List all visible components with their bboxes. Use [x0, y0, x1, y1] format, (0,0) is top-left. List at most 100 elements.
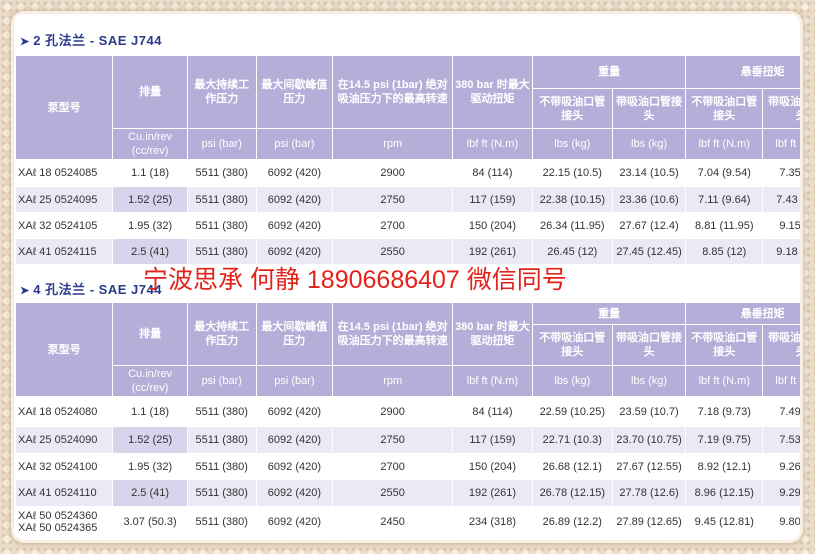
- header-row: 泵型号 排量 最大持续工作压力 最大间歇峰值压力 在14.5 psi (1bar) 绝对…: [14, 302, 800, 397]
- subheader-row: 不带吸油口管接头带吸油口管接头不带吸油口管接头带吸油口管接头: [16, 88, 800, 129]
- column-subheader: 不带吸油口管接头: [685, 324, 764, 366]
- cell: 9.26 (12.: [762, 453, 800, 480]
- unit-header: lbf ft (N.m): [762, 365, 800, 397]
- cell: 2550: [332, 479, 454, 507]
- column-subheader: 带吸油口管接头: [762, 88, 800, 129]
- unit-header: psi (bar): [255, 128, 334, 160]
- header-row: 泵型号 排量 最大持续工作压力 最大间歇峰值压力 在14.5 psi (1bar) 绝对…: [14, 55, 800, 160]
- column-header: 泵型号: [14, 55, 114, 160]
- cell: 5511 (380): [186, 396, 257, 427]
- cell: XAℓ 18 0524080: [14, 396, 114, 427]
- unit-header: lbf ft (N.m): [685, 365, 764, 397]
- cell: 1.1 (18): [112, 159, 188, 187]
- cell: 26.45 (12): [531, 238, 613, 265]
- cell: 1.52 (25): [112, 426, 188, 454]
- column-subheader: 带吸油口管接头: [611, 88, 687, 129]
- cell: 5511 (380): [186, 186, 257, 213]
- data-row: XAℓ 25 0524090 1.52 (25) 5511 (380) 6092 (4…: [14, 426, 800, 454]
- cell: 22.15 (10.5): [531, 159, 613, 187]
- cell: 5511 (380): [186, 212, 257, 239]
- cell: 150 (204): [452, 453, 533, 480]
- column-header: 在14.5 psi (1bar) 绝对吸油压力下的最高转速: [332, 302, 454, 366]
- column-header: 悬垂扭矩: [685, 302, 800, 325]
- unit-header: lbs (kg): [611, 128, 687, 160]
- unit-header: Cu.in/rev (cc/rev): [112, 128, 188, 160]
- panel: 2 孔法兰 - SAE J744泵型号排量最大持续工作压力最大间歇峰值压力在14…: [14, 14, 800, 540]
- cell: XAℓ 32 0524105: [14, 212, 114, 239]
- section-title: 4 孔法兰 - SAE J744: [20, 279, 162, 298]
- unit-header: lbf ft (N.m): [762, 128, 800, 160]
- unit-header: rpm: [332, 128, 454, 160]
- unit-header: lbs (kg): [611, 365, 687, 397]
- cell: 8.92 (12.1): [685, 453, 764, 480]
- column-header: 380 bar 时最大驱动扭矩: [452, 302, 533, 366]
- cell: 117 (159): [452, 186, 533, 213]
- column-header: 380 bar 时最大驱动扭矩: [452, 55, 533, 129]
- data-row: XAℓ 32 0524105 1.95 (32) 5511 (380) 6092 (4…: [14, 212, 800, 239]
- section-title: 2 孔法兰 - SAE J744: [20, 30, 162, 49]
- cell: 6092 (420): [255, 159, 334, 187]
- cell: 26.89 (12.2): [531, 506, 613, 537]
- data-row: XAℓ 41 0524110 2.5 (41) 5511 (380) 6092 (42…: [14, 479, 800, 507]
- column-header: 在14.5 psi (1bar) 绝对吸油压力下的最高转速: [332, 55, 454, 129]
- cell: 5511 (380): [186, 479, 257, 507]
- cell: 23.14 (10.5): [611, 159, 687, 187]
- cell: 22.38 (10.15): [531, 186, 613, 213]
- cell: 2700: [332, 212, 454, 239]
- cell: 5511 (380): [186, 238, 257, 265]
- cell: 7.35 (9.9: [762, 159, 800, 187]
- spec-table: 泵型号 排量 最大持续工作压力 最大间歇峰值压力 在14.5 psi (1bar) 绝对…: [14, 55, 800, 265]
- data-row: XAℓ 18 0524080 1.1 (18) 5511 (380) 6092 (42…: [14, 396, 800, 427]
- cell: 1.52 (25): [112, 186, 188, 213]
- cell: 2.5 (41): [112, 238, 188, 265]
- cell: 2700: [332, 453, 454, 480]
- cell: 8.96 (12.15): [685, 479, 764, 507]
- column-header: 最大间歇峰值压力: [255, 55, 334, 129]
- column-header: 最大间歇峰值压力: [255, 302, 334, 366]
- cell: 26.34 (11.95): [531, 212, 613, 239]
- cell: 9.80 (13.: [762, 506, 800, 537]
- column-subheader: 不带吸油口管接头: [531, 88, 613, 129]
- column-header: 最大持续工作压力: [186, 55, 257, 129]
- cell: 5511 (380): [186, 453, 257, 480]
- column-subheader: 带吸油口管接头: [762, 324, 800, 366]
- cell: 150 (204): [452, 212, 533, 239]
- cell: XAℓ 18 0524085: [14, 159, 114, 187]
- cell: 27.78 (12.6): [611, 479, 687, 507]
- cell: 23.70 (10.75): [611, 426, 687, 454]
- cell: 84 (114): [452, 396, 533, 427]
- cell: 7.11 (9.64): [685, 186, 764, 213]
- column-header: 悬垂扭矩: [685, 55, 800, 89]
- watermark: 宁波思承 何静 18906686407 微信同号: [143, 266, 567, 294]
- data-row: XAℓ 50 0524360 XAℓ 50 0524365 3.07 (50.3)…: [14, 506, 800, 537]
- column-subheader: 不带吸油口管接头: [531, 324, 613, 366]
- column-header: 重量: [531, 302, 687, 325]
- cell: 6092 (420): [255, 396, 334, 427]
- cell: 8.85 (12): [685, 238, 764, 265]
- cell: XAℓ 25 0524095: [14, 186, 114, 213]
- cell: 2900: [332, 159, 454, 187]
- cell: 9.45 (12.81): [685, 506, 764, 537]
- column-header: 最大持续工作压力: [186, 302, 257, 366]
- unit-header: lbf ft (N.m): [452, 128, 533, 160]
- unit-header: lbs (kg): [531, 365, 613, 397]
- column-header: 重量: [531, 55, 687, 89]
- cell: 7.49 (10.: [762, 396, 800, 427]
- unit-header: rpm: [332, 365, 454, 397]
- cell: 2900: [332, 396, 454, 427]
- column-subheader: 不带吸油口管接头: [685, 88, 764, 129]
- cell: 7.19 (9.75): [685, 426, 764, 454]
- cell: 27.67 (12.55): [611, 453, 687, 480]
- cell: 234 (318): [452, 506, 533, 537]
- cell: 5511 (380): [186, 159, 257, 187]
- cell: 192 (261): [452, 479, 533, 507]
- data-row: XAℓ 25 0524095 1.52 (25) 5511 (380) 6092 (4…: [14, 186, 800, 213]
- cell: 23.59 (10.7): [611, 396, 687, 427]
- cell: 6092 (420): [255, 212, 334, 239]
- cell: 1.95 (32): [112, 453, 188, 480]
- cell: 7.18 (9.73): [685, 396, 764, 427]
- column-header: 排量: [112, 302, 188, 366]
- cell: 192 (261): [452, 238, 533, 265]
- cell: 6092 (420): [255, 238, 334, 265]
